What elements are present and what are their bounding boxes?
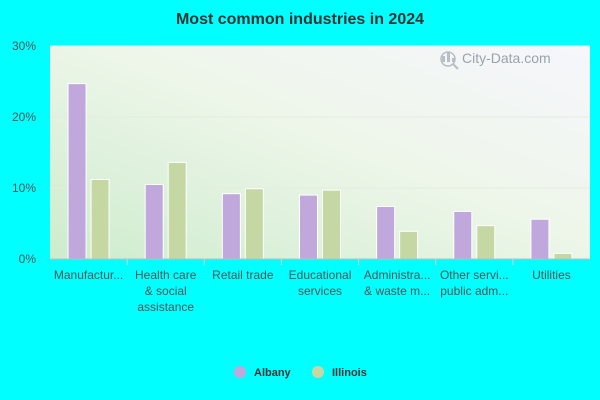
x-tick-label: Other servi... public adm... [440, 268, 509, 298]
legend: Albany Illinois [234, 366, 367, 379]
y-tick-label: 30% [12, 39, 36, 53]
bar-albany [221, 193, 241, 260]
y-tick-label: 10% [12, 181, 36, 195]
legend-label: Illinois [332, 367, 367, 379]
y-tick-label: 0% [19, 252, 37, 266]
x-tick-label: Manufactur... [54, 268, 123, 282]
bar-illinois [322, 189, 341, 260]
bar-albany [144, 183, 164, 260]
magnifier-icon [440, 51, 459, 70]
bar-illinois [90, 178, 110, 260]
bar-illinois [399, 230, 419, 260]
plot-area [50, 46, 590, 259]
bar-albany [453, 210, 473, 260]
x-tick-label: Administra... & waste m... [364, 268, 431, 298]
legend-swatch [234, 366, 246, 378]
bar-illinois [167, 161, 187, 260]
bar-illinois [553, 252, 573, 260]
x-axis-ticks: Manufactur... Health care & social assistan… [54, 259, 571, 314]
chart-title: Most common industries in 2024 [176, 11, 424, 28]
x-tick-label: Educational services [289, 268, 352, 298]
legend-item-illinois: Illinois [312, 366, 367, 379]
x-tick-label: Utilities [532, 268, 571, 282]
legend-label: Albany [254, 367, 292, 379]
bar-albany [299, 194, 318, 260]
bar-illinois [244, 188, 264, 260]
watermark: City-Data.com [440, 50, 551, 70]
bar-albany [376, 205, 396, 260]
y-tick-label: 20% [12, 110, 36, 124]
bar-albany [530, 218, 550, 260]
y-axis-ticks: 0% 10% 20% 30% [12, 39, 36, 266]
legend-item-albany: Albany [234, 366, 292, 379]
x-tick-label: Health care & social assistance [135, 268, 197, 314]
legend-swatch [312, 366, 324, 378]
bar-illinois [476, 225, 496, 260]
gridlines [50, 45, 590, 189]
x-tick-label: Retail trade [212, 268, 274, 282]
bar-albany [67, 83, 87, 260]
watermark-text: City-Data.com [462, 50, 551, 66]
